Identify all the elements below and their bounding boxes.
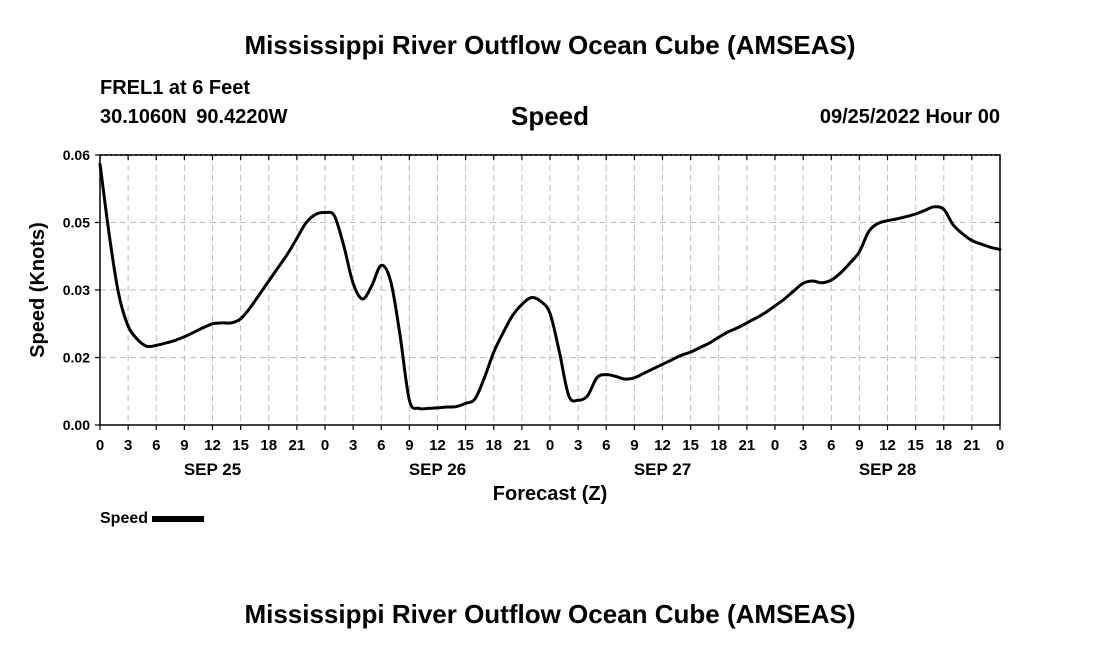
x-tick-label: 15 xyxy=(232,437,249,454)
y-tick-label: 0.05 xyxy=(63,215,90,231)
x-tick-label: 0 xyxy=(96,437,104,454)
y-tick-label: 0.00 xyxy=(63,417,90,433)
x-tick-label: 15 xyxy=(457,437,474,454)
y-tick-label: 0.06 xyxy=(63,147,90,163)
x-tick-label: 12 xyxy=(429,437,446,454)
date-label: SEP 27 xyxy=(634,460,691,479)
x-tick-label: 9 xyxy=(855,437,863,454)
x-tick-label: 21 xyxy=(514,437,531,454)
x-tick-label: 12 xyxy=(879,437,896,454)
y-tick-labels: 0.00 0.02 0.03 0.05 0.06 xyxy=(63,147,90,433)
x-tick-label: 3 xyxy=(799,437,807,454)
date-label: SEP 28 xyxy=(859,460,916,479)
x-tick-label: 6 xyxy=(827,437,835,454)
y-axis-label: Speed (Knots) xyxy=(27,222,49,358)
x-tick-label: 21 xyxy=(739,437,756,454)
x-tick-label: 6 xyxy=(377,437,385,454)
legend-label: Speed xyxy=(100,510,149,527)
x-tick-label: 6 xyxy=(152,437,160,454)
station-label: FREL1 at 6 Feet xyxy=(100,77,251,99)
x-tick-label: 21 xyxy=(964,437,981,454)
x-tick-label: 18 xyxy=(260,437,277,454)
date-labels: SEP 25 SEP 26 SEP 27 SEP 28 xyxy=(184,460,916,479)
x-tick-label: 9 xyxy=(630,437,638,454)
y-tick-label: 0.03 xyxy=(63,282,90,298)
x-tick-label: 18 xyxy=(485,437,502,454)
date-label: SEP 26 xyxy=(409,460,466,479)
x-tick-label: 15 xyxy=(907,437,924,454)
legend: Speed xyxy=(100,510,205,528)
x-tick-label: 18 xyxy=(935,437,952,454)
series-lines xyxy=(98,162,1002,411)
x-tick-label: 6 xyxy=(602,437,610,454)
x-tick-label: 18 xyxy=(710,437,727,454)
x-tick-label: 9 xyxy=(180,437,188,454)
y-tick-label: 0.02 xyxy=(63,350,90,366)
chart-main-title: Mississippi River Outflow Ocean Cube (AM… xyxy=(244,30,856,60)
x-tick-label: 15 xyxy=(682,437,699,454)
x-tick-label: 3 xyxy=(124,437,132,454)
x-tick-label: 3 xyxy=(574,437,582,454)
coordinates-label: 30.1060N 90.4220W xyxy=(100,106,288,128)
forecast-datetime: 09/25/2022 Hour 00 xyxy=(819,106,1000,128)
x-tick-label: 21 xyxy=(289,437,306,454)
x-tick-labels: 0 3 6 9 12 15 18 21 0 3 6 9 12 15 18 21 0 3 6 9 12 15 18 21 0 3 6 9… xyxy=(96,437,1004,454)
x-tick-label: 12 xyxy=(204,437,221,454)
x-tick-label: 0 xyxy=(546,437,554,454)
legend-swatch xyxy=(152,515,205,522)
x-tick-label: 3 xyxy=(349,437,357,454)
x-axis-label: Forecast (Z) xyxy=(493,483,607,505)
panel-title: Speed xyxy=(510,101,590,131)
x-tick-label: 12 xyxy=(654,437,671,454)
x-tick-label: 0 xyxy=(771,437,779,454)
chart-grid xyxy=(100,155,1000,425)
x-tick-label: 0 xyxy=(321,437,329,454)
x-tick-label: 0 xyxy=(996,437,1004,454)
chart-ticks xyxy=(95,154,1001,430)
date-label: SEP 25 xyxy=(184,460,241,479)
footer-title: Mississippi River Outflow Ocean Cube (AM… xyxy=(244,599,856,629)
x-tick-label: 9 xyxy=(405,437,413,454)
series-line-speed xyxy=(98,162,1002,411)
